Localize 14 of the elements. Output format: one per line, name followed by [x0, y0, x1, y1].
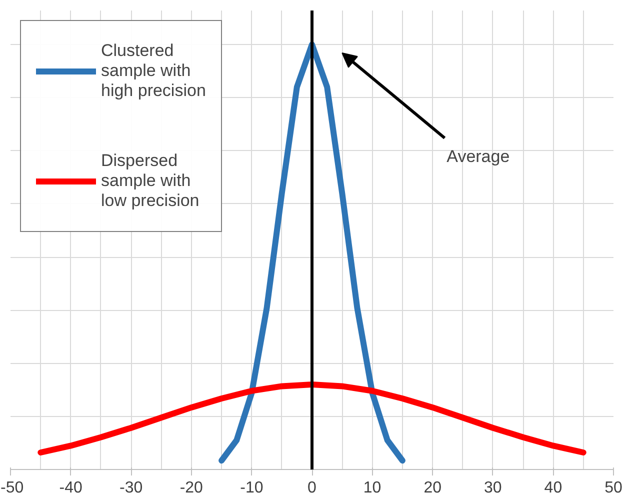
- x-tick-label: -10: [240, 480, 264, 495]
- x-tick-label: 50: [604, 480, 622, 495]
- x-tick-label: -30: [120, 480, 143, 495]
- x-tick-label: 20: [424, 480, 442, 495]
- x-tick-label: 0: [308, 480, 317, 495]
- x-tick-label: 10: [363, 480, 382, 495]
- annotation: Average: [446, 147, 510, 166]
- x-tick-label: 40: [544, 480, 562, 495]
- x-tick-label: 30: [484, 480, 502, 495]
- x-tick-label: -50: [0, 480, 24, 495]
- x-tick-label: -20: [180, 480, 204, 495]
- legend-label: Dispersed sample with low precision: [101, 150, 200, 212]
- legend-label: Clustered sample with high precision: [101, 40, 206, 102]
- x-tick-label: -40: [59, 480, 82, 495]
